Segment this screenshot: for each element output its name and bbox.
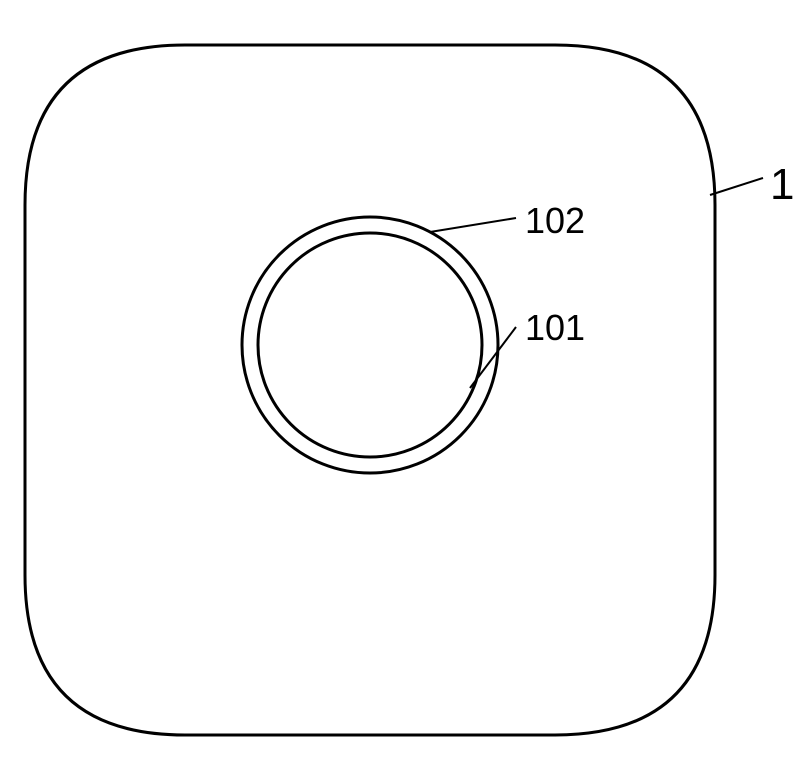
reference-label-102: 102 — [525, 200, 585, 242]
reference-label-101: 101 — [525, 307, 585, 349]
leader-line-102 — [430, 218, 516, 232]
outer-ring-circle — [242, 217, 498, 473]
leader-line-1 — [710, 178, 763, 195]
inner-ring-circle — [258, 233, 482, 457]
reference-label-1: 1 — [770, 160, 794, 210]
diagram-container: 1 102 101 — [0, 0, 801, 764]
outer-body-shape — [25, 45, 715, 735]
technical-drawing-svg — [0, 0, 801, 764]
